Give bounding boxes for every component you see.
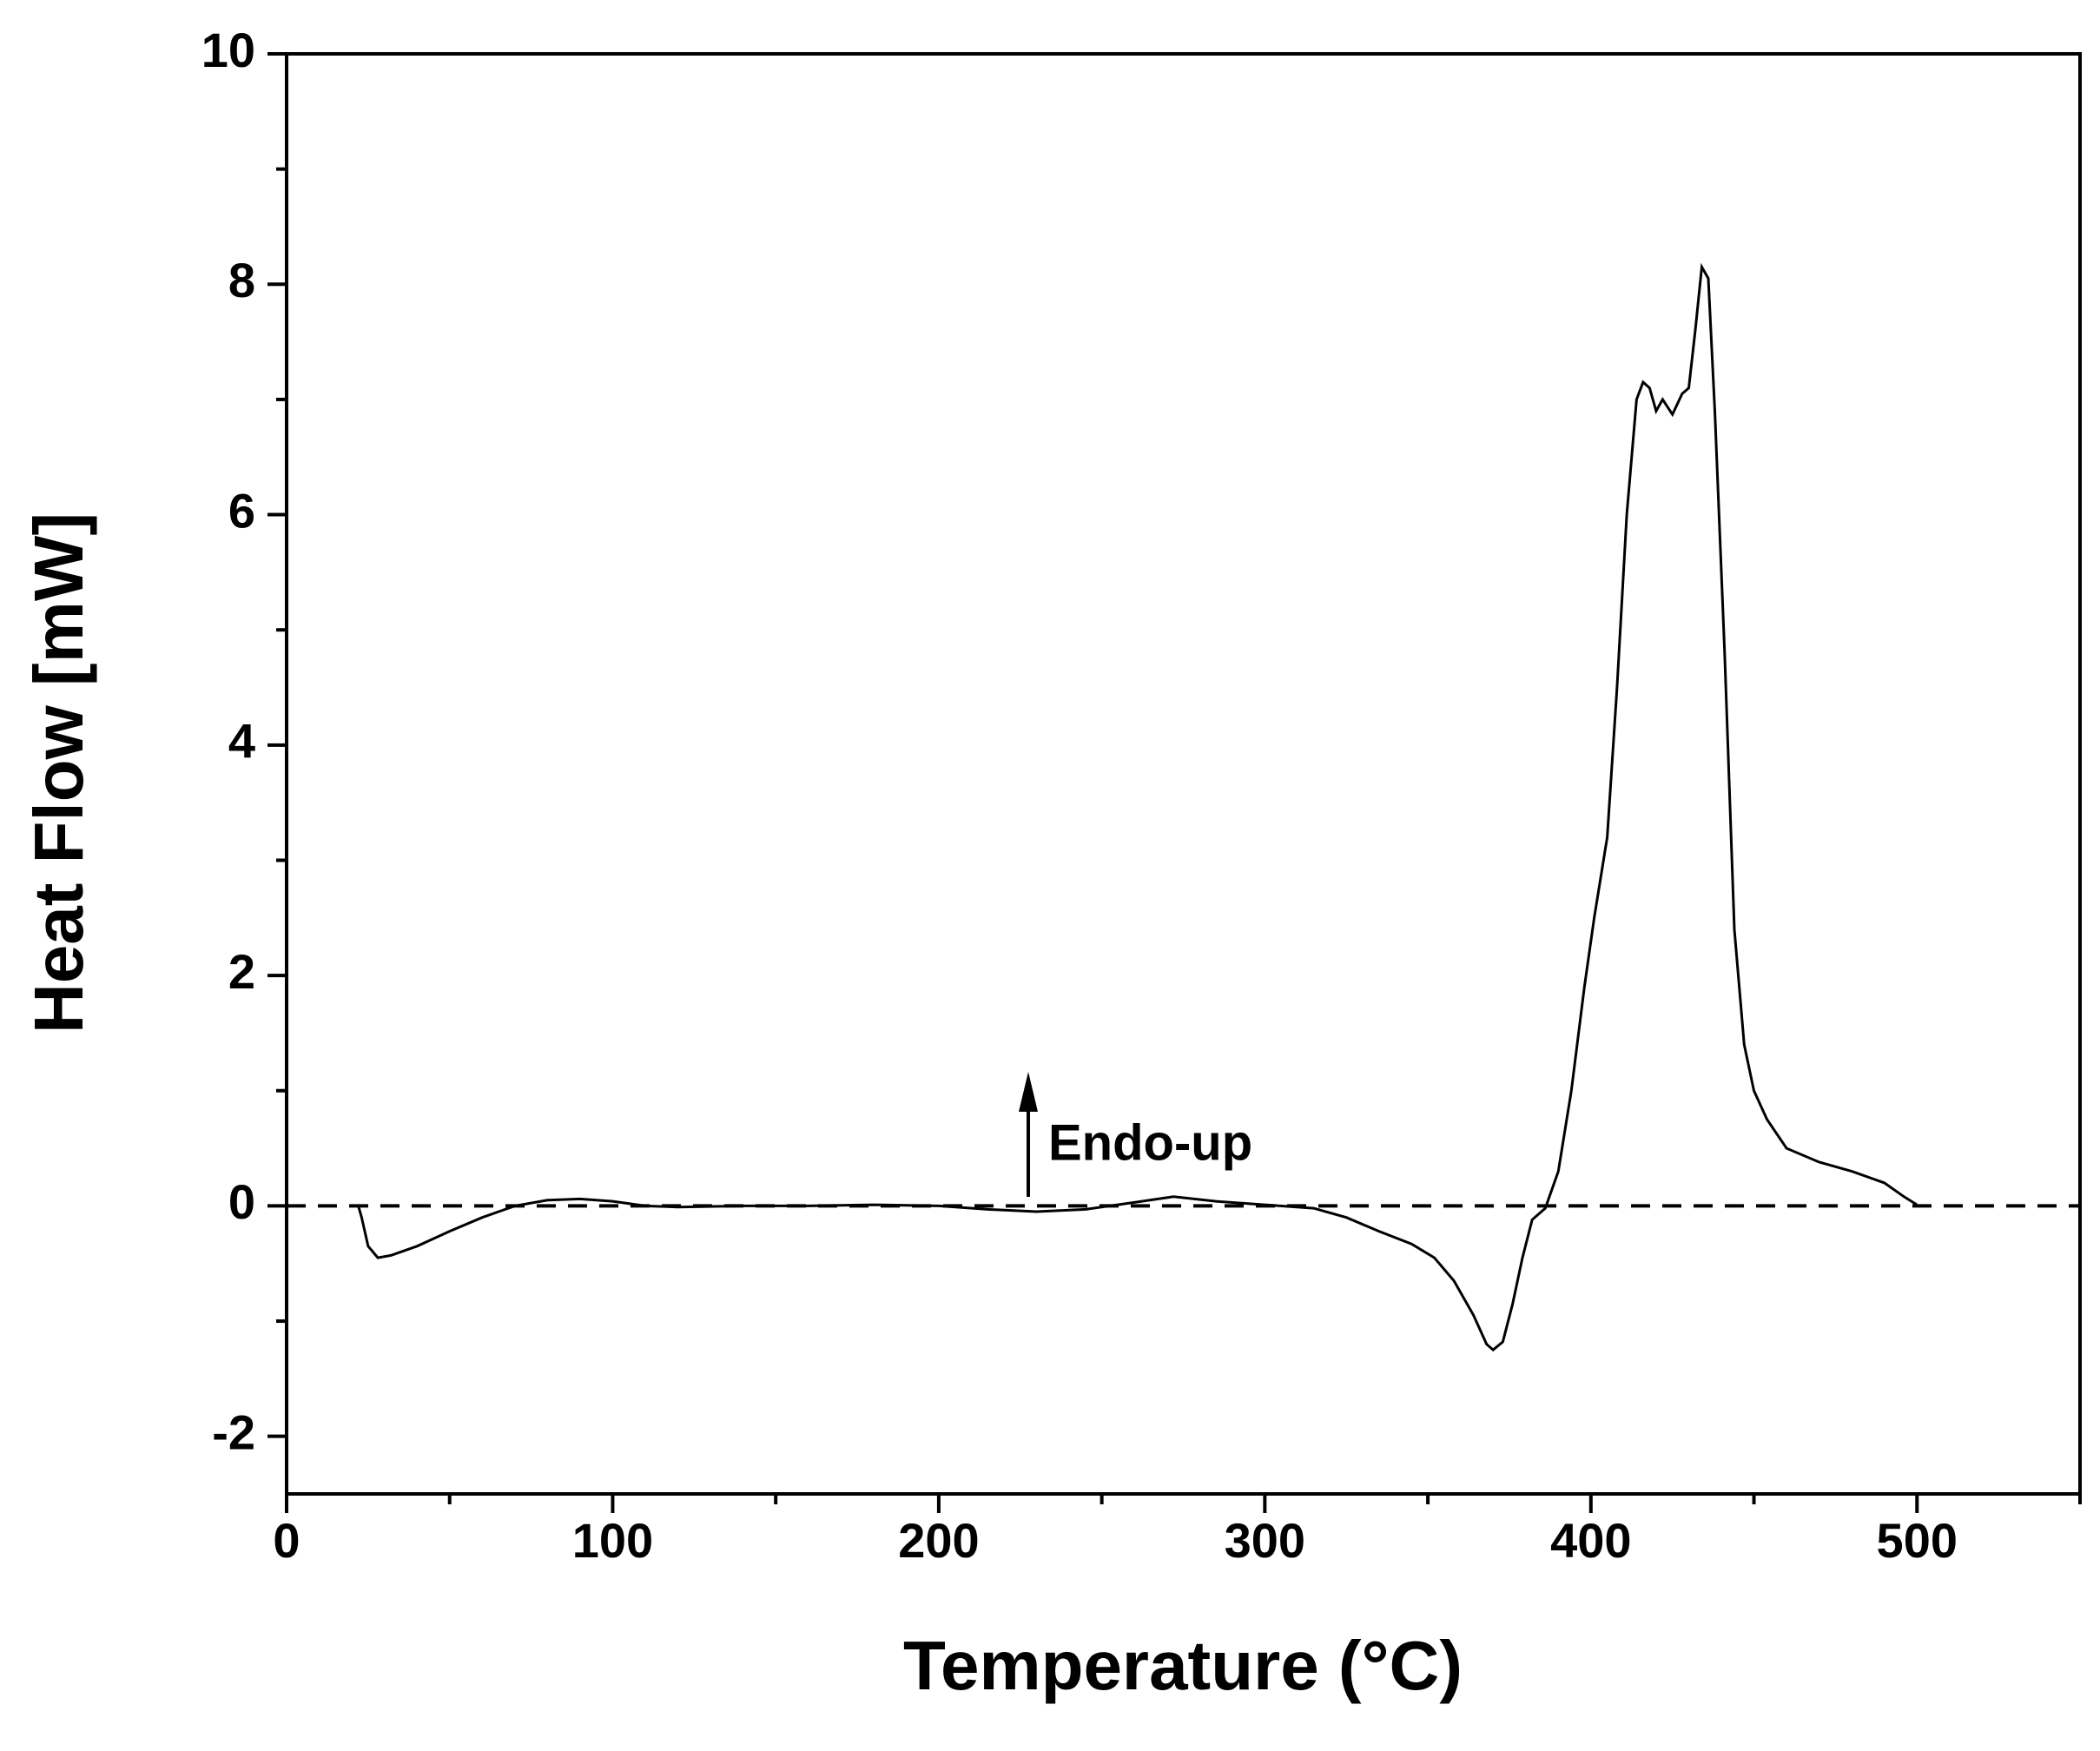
y-tick-label: 2 [228,944,255,999]
plot-frame [285,52,2082,1496]
x-tick-label: 500 [1877,1513,1958,1568]
x-tick-label: 0 [273,1513,300,1568]
y-tick-label: 8 [228,253,255,307]
x-tick-label: 400 [1550,1513,1631,1568]
y-tick-label: 4 [228,714,255,769]
annotation-arrowhead [1019,1072,1038,1112]
x-tick-label: 200 [898,1513,979,1568]
annotation: Endo-up [1048,1114,1252,1171]
x-tick-label: 100 [572,1513,653,1568]
y-tick-label: -2 [212,1404,255,1459]
data-line [357,262,1918,1352]
y-tick-label: 6 [228,483,255,538]
y-tick-label: 0 [228,1174,255,1229]
x-axis-label: Temperature (°C) [903,1627,1463,1704]
x-tick-label: 300 [1225,1513,1305,1568]
y-tick-label: 10 [201,23,255,77]
y-axis-label: Heat Flow [mW] [20,512,97,1034]
